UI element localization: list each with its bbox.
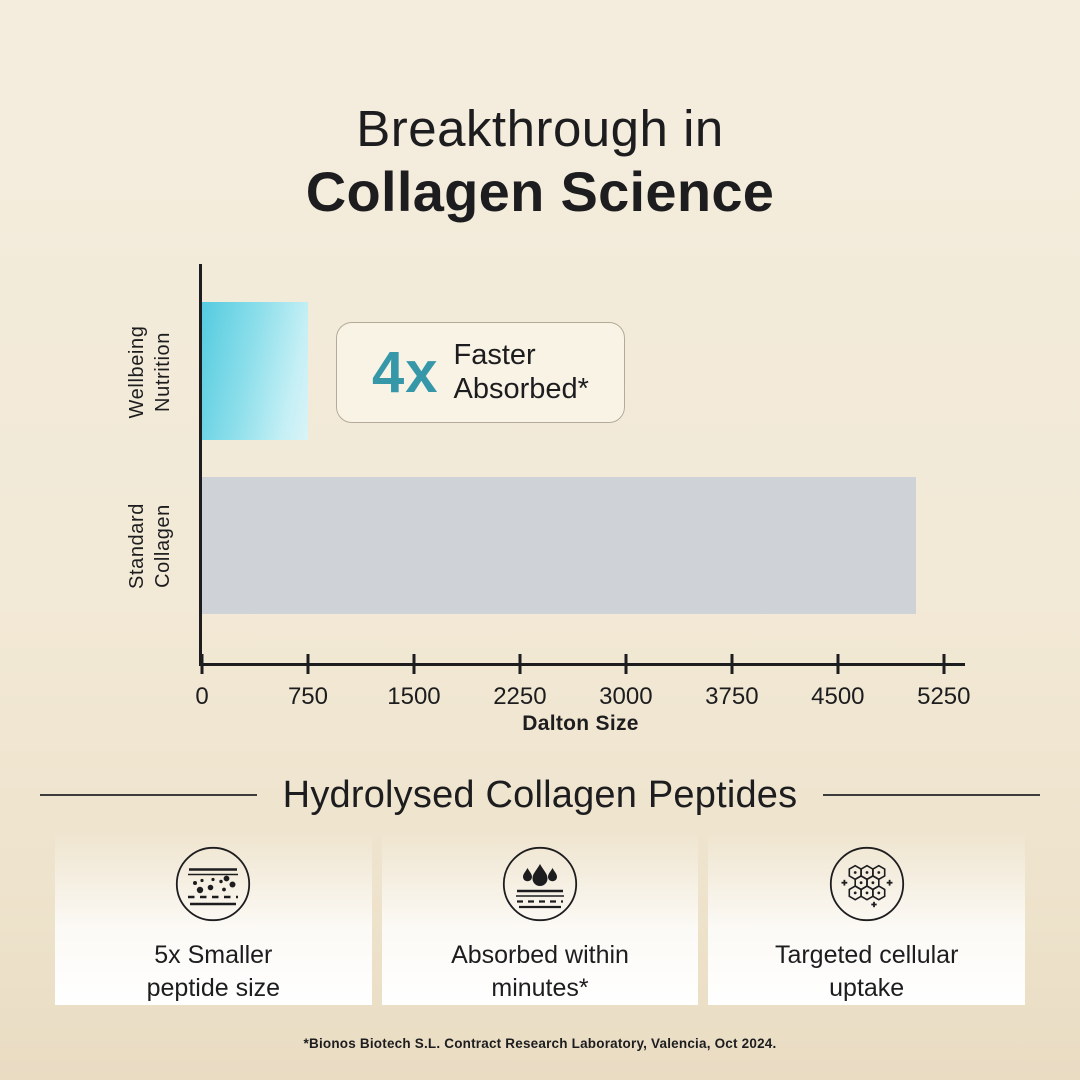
honeycomb-cellular-icon <box>829 846 904 922</box>
y-category-label-standard: Standard Collagen <box>126 503 174 589</box>
callout-label: Faster Absorbed* <box>453 339 589 405</box>
feature-card-peptide-size: 5x Smaller peptide size <box>55 831 372 1005</box>
skin-layers-particles-icon <box>176 846 251 922</box>
x-axis-title: Dalton Size <box>522 712 639 735</box>
callout-multiplier: 4x <box>372 340 439 405</box>
feature-card-absorption: Absorbed within minutes* <box>381 831 699 1005</box>
x-tick <box>200 654 204 674</box>
bar-wellbeing-nutrition <box>202 302 308 440</box>
page-title: Breakthrough in Collagen Science <box>0 100 1080 224</box>
x-tick-label: 3000 <box>599 683 653 710</box>
x-tick-label: 1500 <box>387 683 441 710</box>
title-line-2: Collagen Science <box>305 160 775 224</box>
absorption-callout: 4x Faster Absorbed* <box>336 322 625 423</box>
x-tick-label: 5250 <box>917 683 971 710</box>
x-tick <box>942 654 946 674</box>
title-line-1: Breakthrough in <box>356 100 724 157</box>
x-tick-label: 2250 <box>493 683 547 710</box>
feature-card-label: Targeted cellular uptake <box>774 941 959 1002</box>
water-droplets-absorption-icon <box>502 846 578 922</box>
x-tick <box>518 654 522 674</box>
x-tick-label: 4500 <box>811 683 865 710</box>
bar-standard-collagen <box>202 477 916 614</box>
section-heading: Hydrolysed Collagen Peptides <box>282 773 798 816</box>
divider-line-left <box>40 794 257 796</box>
feature-card-label: Absorbed within minutes* <box>451 941 629 1002</box>
feature-cards: 5x Smaller peptide size Absorbed within … <box>55 831 1026 1005</box>
feature-card-cellular-uptake: Targeted cellular uptake <box>708 831 1026 1005</box>
x-tick <box>306 654 310 674</box>
x-tick-label: 750 <box>287 683 328 710</box>
x-tick-label: 0 <box>195 683 209 710</box>
divider-line-right <box>823 794 1041 796</box>
x-tick <box>624 654 628 674</box>
y-category-label-wellbeing: Wellbeing Nutrition <box>126 325 174 419</box>
footnote: *Bionos Biotech S.L. Contract Research L… <box>303 1036 777 1051</box>
section-divider: Hydrolysed Collagen Peptides <box>40 772 1041 818</box>
x-tick <box>730 654 734 674</box>
plot-area: 0 750 1500 2250 3000 3750 4500 5250 <box>195 264 970 710</box>
feature-card-label: 5x Smaller peptide size <box>146 941 281 1002</box>
x-tick-label: 3750 <box>705 683 759 710</box>
x-tick <box>412 654 416 674</box>
x-tick <box>836 654 840 674</box>
